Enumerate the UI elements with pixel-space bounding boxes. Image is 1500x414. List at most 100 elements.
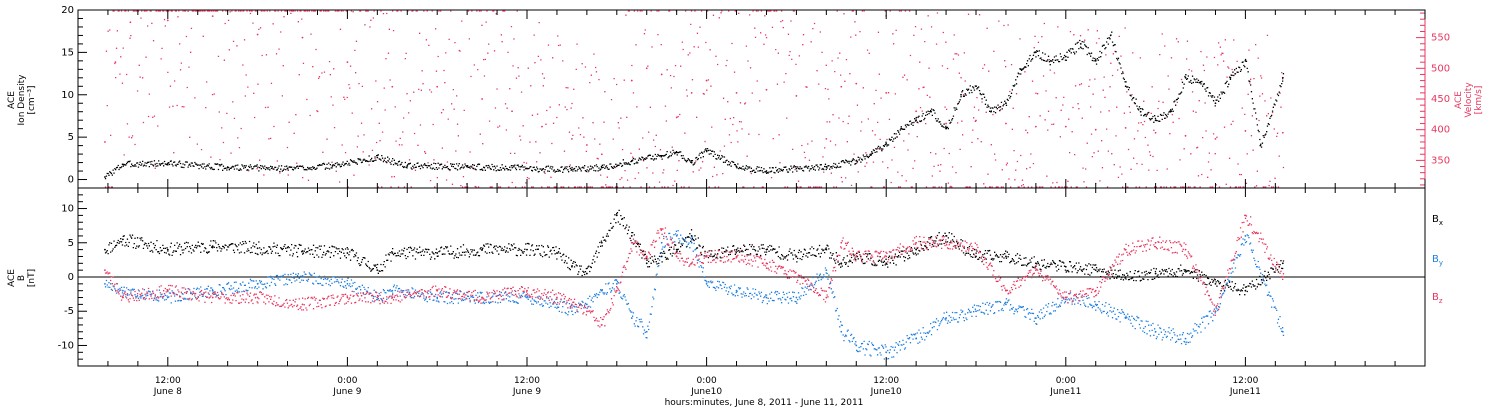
bx-series-point <box>571 265 573 268</box>
top-left-ylabel: ACE Ion Density [cm⁻³] <box>7 74 37 126</box>
bx-series-point <box>690 235 693 237</box>
x-tick-label-time: 12:00 <box>873 376 899 386</box>
bx-series-point <box>301 250 304 252</box>
velocity-series-point <box>511 110 513 113</box>
bx-series-point <box>660 255 663 258</box>
by-series-point <box>436 296 439 299</box>
by-series-point <box>391 289 394 292</box>
by-series-point <box>104 282 106 285</box>
density-series-point <box>1064 55 1067 58</box>
x-tick-label-time: 12:00 <box>1232 376 1258 386</box>
bx-series-point <box>211 245 214 248</box>
velocity-series-point <box>825 137 828 140</box>
bx-series-point <box>675 248 678 251</box>
density-series-point <box>690 161 693 164</box>
by-series-point <box>556 303 558 306</box>
by-series-point <box>301 276 304 278</box>
top-right-tick-label: 550 <box>1431 33 1450 44</box>
density-series-point <box>1244 59 1247 62</box>
bz-series-point <box>301 303 304 306</box>
velocity-series-point <box>346 61 349 64</box>
by-series-point <box>615 282 618 285</box>
bz-series-point <box>346 296 349 299</box>
bx-series-point <box>630 235 633 237</box>
x-axis-label: hours:minutes, June 8, 2011 - June 11, 2… <box>665 398 864 408</box>
legend-entry-y: By <box>1432 254 1443 267</box>
by-series-point <box>346 282 349 285</box>
x-tick-label-date: June 9 <box>332 387 361 397</box>
by-series-point <box>975 310 977 313</box>
density-series-point <box>526 167 528 170</box>
bz-series-point <box>391 296 394 299</box>
top-panel-axes: 0 5 10 15 20 350 400 450 500 550 <box>61 5 1450 189</box>
velocity-series-point <box>1154 131 1157 134</box>
by-series-point <box>526 296 528 299</box>
bz-series-point <box>975 248 977 251</box>
top-left-tick-label: 5 <box>68 132 74 143</box>
density-series-point <box>1020 68 1022 71</box>
by-series-point <box>705 282 708 285</box>
bx-series <box>104 209 1285 296</box>
bx-series-point <box>526 248 528 251</box>
density-series-point <box>1005 102 1007 105</box>
density-series-point <box>466 165 469 168</box>
density-series-point <box>765 170 768 172</box>
bx-series-point <box>1005 255 1007 258</box>
bottom-left-ylabel: ACE B [nT] <box>7 269 37 287</box>
density-series-point <box>1169 110 1172 113</box>
velocity-series-point <box>301 36 304 39</box>
velocity-series-point <box>1005 122 1007 125</box>
bx-series-point <box>1281 262 1284 265</box>
density-series-point <box>855 159 858 162</box>
velocity-series-point <box>975 119 977 122</box>
density-series-point <box>1139 110 1142 113</box>
by-series-point <box>795 296 798 299</box>
x-tick-label-time: 12:00 <box>155 376 181 386</box>
density-series-point <box>960 93 962 96</box>
top-right-tick-label: 450 <box>1431 94 1450 105</box>
bx-series-point <box>436 252 439 254</box>
by-series-point <box>675 235 678 237</box>
bx-series-point <box>1244 289 1247 292</box>
bz-series-point <box>705 255 708 258</box>
density-series-point <box>915 119 918 122</box>
by-series-point <box>211 289 214 292</box>
bz-series-point <box>690 262 693 265</box>
by-series-point <box>1244 235 1247 237</box>
density-series-point <box>104 176 106 178</box>
bz-series-point <box>166 289 169 292</box>
by-series-point <box>122 289 124 292</box>
velocity-series-point <box>104 141 106 143</box>
x-tick-label-date: June11 <box>1229 387 1261 397</box>
x-tick-label-time: 0:00 <box>696 376 716 386</box>
bz-series-point <box>825 296 828 299</box>
density-series-point <box>1094 59 1097 62</box>
velocity-series-point <box>256 33 259 36</box>
velocity-series-point <box>915 110 918 113</box>
bz-series-point <box>526 289 528 292</box>
velocity-series-point <box>885 91 888 94</box>
bz-series-point <box>855 255 858 258</box>
velocity-series-point <box>1034 125 1037 128</box>
x-tick-label-date: June11 <box>1049 387 1081 397</box>
density-series-point <box>945 127 947 130</box>
velocity-series <box>104 10 1285 188</box>
bz-series-point <box>211 296 214 299</box>
bz-series-point <box>1184 248 1187 251</box>
bottom-left-tick-label: 10 <box>61 204 74 215</box>
x-tick-label-date: June 9 <box>512 387 541 397</box>
bx-series-dots <box>104 209 1285 296</box>
x-tick-label-time: 0:00 <box>337 376 357 386</box>
density-series-point <box>286 167 289 170</box>
velocity-series-point <box>129 21 132 24</box>
by-series-dots <box>104 229 1285 360</box>
velocity-series-point <box>660 73 663 76</box>
bz-series-point <box>645 255 648 258</box>
by-series-point <box>735 289 738 292</box>
by-series-point <box>1005 303 1007 306</box>
bx-series-point <box>1184 269 1187 272</box>
density-series-point <box>1229 76 1232 79</box>
density-series-point <box>1034 51 1037 54</box>
density-series-point <box>406 165 409 167</box>
